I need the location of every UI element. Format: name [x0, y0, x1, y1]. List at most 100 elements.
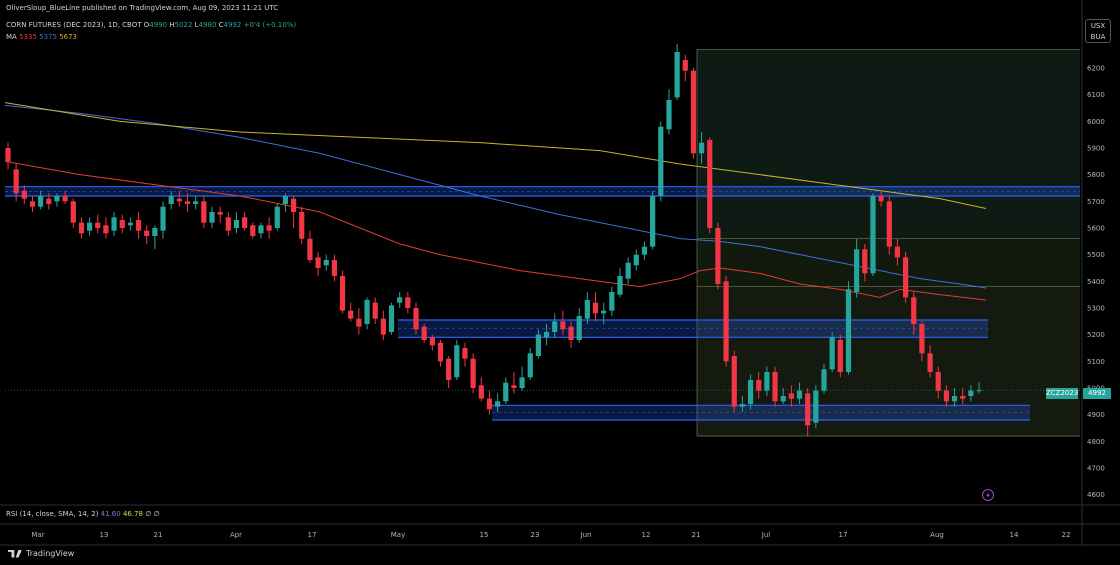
candle-body: [666, 100, 672, 130]
candle-body: [429, 337, 435, 346]
x-tick-label: Apr: [230, 531, 242, 539]
candle-body: [103, 225, 109, 234]
candle-body: [968, 390, 974, 396]
candle-body: [813, 390, 819, 423]
candle: [658, 121, 664, 202]
candle-body: [511, 385, 517, 388]
candle: [356, 308, 362, 335]
candle: [87, 217, 93, 236]
candle-body: [266, 225, 272, 231]
candle-body: [486, 398, 493, 410]
candle-body: [446, 358, 452, 380]
candle-body: [911, 297, 917, 324]
candle-body: [405, 297, 411, 308]
time-axis[interactable]: Mar 13 21 Apr 17 May 15 23 Jun 12 21 Jul 17 Aug 14 22: [31, 531, 1070, 539]
candle: [70, 198, 76, 228]
candle-body: [315, 257, 321, 268]
candle-body: [291, 198, 297, 212]
candle: [291, 196, 297, 228]
candle: [666, 89, 672, 135]
rsi-value: 41.60: [100, 510, 121, 518]
candle: [927, 345, 933, 378]
candle-body: [233, 220, 240, 228]
candle-body: [323, 260, 329, 266]
candle: [699, 132, 705, 164]
candle-body: [168, 196, 174, 204]
ma-label: MA: [6, 33, 17, 41]
alert-icon[interactable]: [982, 489, 994, 501]
candle-body: [878, 196, 884, 202]
candle: [54, 193, 60, 207]
candle-body: [519, 377, 525, 388]
rsi-title: RSI (14, close, SMA, 14, 2): [6, 510, 99, 518]
x-tick-label: 14: [1010, 531, 1019, 539]
candle-body: [380, 318, 386, 335]
x-tick-label: 15: [480, 531, 489, 539]
candle-body: [772, 372, 778, 402]
candle: [437, 340, 444, 367]
candle: [576, 308, 582, 343]
candle: [519, 366, 525, 391]
tradingview-logo[interactable]: TradingView: [8, 549, 74, 558]
candle-body: [78, 222, 85, 234]
candle: [21, 185, 27, 204]
x-tick-label: 12: [642, 531, 651, 539]
y-tick-label: 4700: [1087, 465, 1105, 473]
candle-body: [242, 217, 248, 228]
fibonacci-retracement[interactable]: [696, 48, 1080, 437]
candle: [960, 388, 966, 404]
symbol-legend[interactable]: CORN FUTURES (DEC 2023), 1D, CBOT O4990 …: [6, 21, 296, 29]
rsi-legend[interactable]: RSI (14, close, SMA, 14, 2) 41.60 46.78 …: [6, 510, 160, 518]
candle: [144, 225, 150, 244]
candle-body: [552, 321, 558, 332]
candle: [5, 142, 11, 170]
currency-unit-button[interactable]: USX BUA: [1085, 19, 1111, 43]
rsi-extra-1: ∅: [145, 510, 152, 518]
price-axis[interactable]: 6200 6100 6000 5900 5800 5700 5600 5500 5400 5300…: [1087, 65, 1105, 500]
x-tick-label: Aug: [930, 531, 944, 539]
candle-body: [503, 382, 509, 402]
candle: [413, 302, 419, 335]
candle: [266, 217, 272, 239]
candle-body: [699, 142, 705, 154]
x-tick-label: 23: [531, 531, 540, 539]
candle: [152, 225, 158, 250]
candle-body: [764, 372, 770, 391]
y-tick-label: 5900: [1087, 145, 1105, 153]
candle: [968, 385, 974, 402]
candle-body: [54, 196, 60, 202]
candle-body: [756, 380, 762, 391]
candle-body: [543, 332, 550, 338]
candle: [13, 164, 19, 202]
x-tick-label: 22: [1062, 531, 1071, 539]
candle: [95, 214, 101, 234]
candle: [731, 350, 737, 412]
candle: [462, 342, 468, 367]
candle: [633, 249, 639, 271]
candle-body: [95, 222, 101, 228]
candle-body: [731, 356, 737, 407]
candle-body: [960, 396, 966, 399]
candle-body: [976, 390, 982, 392]
candle-body: [609, 292, 615, 311]
zone-fill: [492, 405, 1030, 420]
candle: [78, 217, 85, 239]
candle-body: [5, 148, 11, 162]
candle-body: [927, 353, 933, 372]
candle-body: [274, 206, 280, 228]
candle-body: [70, 201, 76, 223]
candle-body: [829, 337, 835, 370]
candle-body: [21, 190, 27, 199]
candle: [250, 222, 256, 239]
currency-line-2: BUA: [1090, 33, 1106, 41]
candle: [821, 364, 827, 394]
ma-legend[interactable]: MA 5335 5375 5673: [6, 33, 77, 41]
candle: [201, 196, 207, 228]
candle: [454, 340, 460, 380]
candle: [796, 382, 803, 404]
candle-body: [372, 302, 378, 319]
candle-body: [935, 372, 941, 391]
candlesticks: [5, 44, 982, 436]
candle: [38, 190, 44, 210]
